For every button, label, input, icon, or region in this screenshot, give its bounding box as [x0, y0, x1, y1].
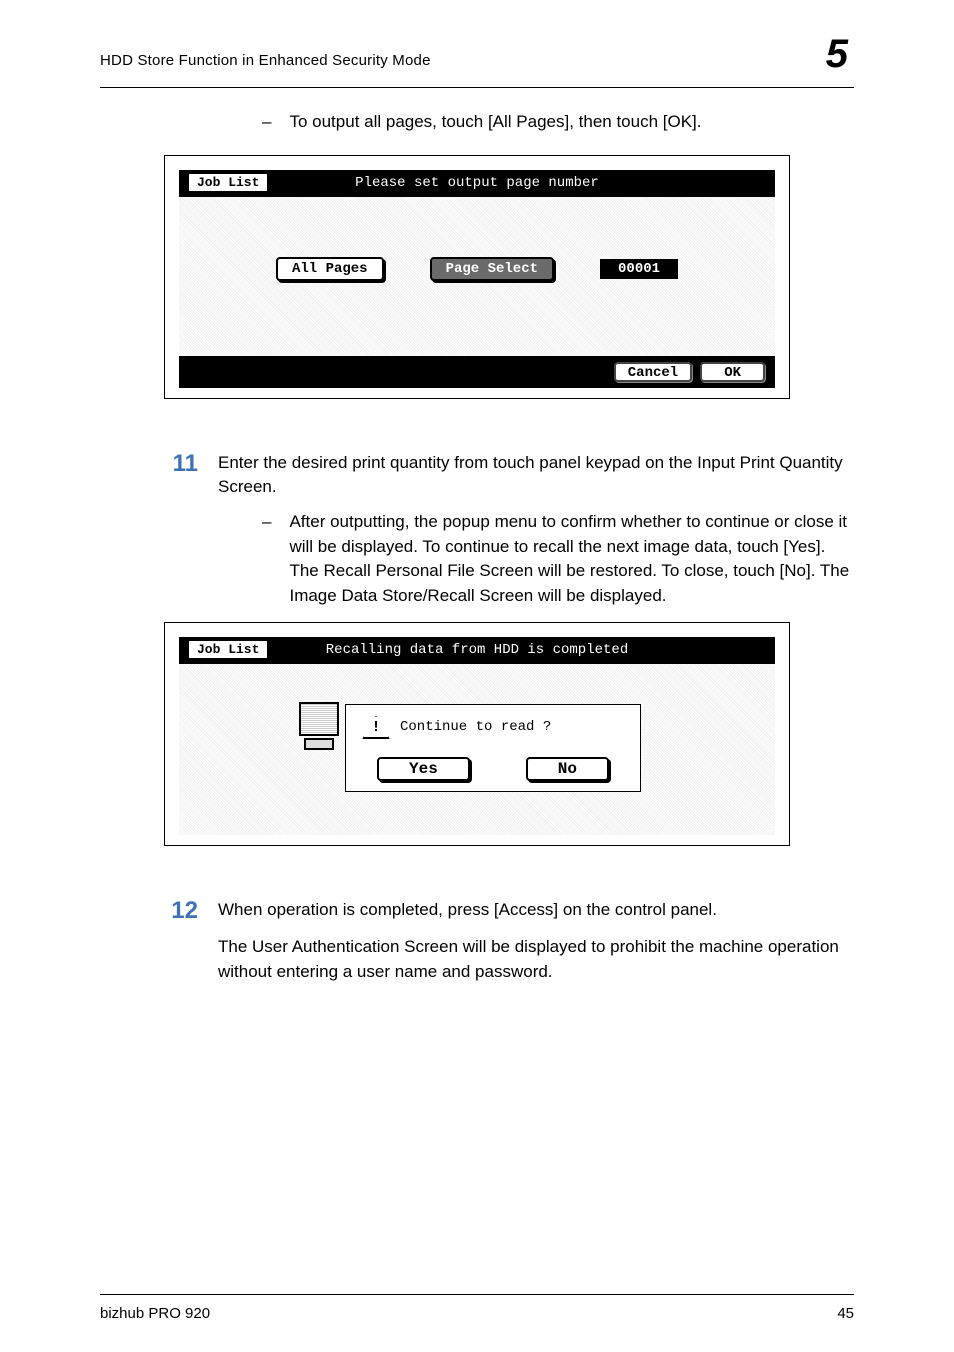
screenshot-1-frame: Job List Please set output page number A… — [164, 155, 790, 399]
panel1-footer: Cancel OK — [179, 356, 775, 388]
screenshot-2-frame: Job List Recalling data from HDD is comp… — [164, 622, 790, 846]
yes-button[interactable]: Yes — [377, 757, 470, 781]
all-pages-button[interactable]: All Pages — [276, 257, 384, 281]
dash-bullet: – — [262, 510, 271, 609]
panel2-body: Continue to read ? Yes No — [179, 663, 775, 835]
page-select-button[interactable]: Page Select — [430, 257, 554, 281]
step-11-sub: After outputting, the popup menu to conf… — [289, 510, 854, 609]
no-button[interactable]: No — [526, 757, 609, 781]
continue-dialog: Continue to read ? Yes No — [345, 704, 641, 792]
step-11-text: Enter the desired print quantity from to… — [218, 451, 854, 500]
joblist-tab[interactable]: Job List — [187, 172, 269, 193]
header-rule — [100, 87, 854, 88]
panel2-titlebar: Job List Recalling data from HDD is comp… — [179, 637, 775, 663]
step-12-number: 12 — [100, 898, 198, 924]
warning-icon — [362, 715, 390, 739]
monitor-icon — [299, 702, 343, 756]
chapter-number: 5 — [826, 32, 848, 77]
intro-instruction: To output all pages, touch [All Pages], … — [289, 110, 701, 135]
footer-page-number: 45 — [837, 1305, 854, 1322]
joblist-tab[interactable]: Job List — [187, 639, 269, 660]
dash-bullet: – — [262, 110, 271, 135]
page-counter: 00001 — [600, 259, 678, 279]
panel1-title: Please set output page number — [355, 175, 599, 191]
ok-button[interactable]: OK — [700, 362, 765, 382]
step-11-number: 11 — [100, 451, 198, 500]
step-12-body: The User Authentication Screen will be d… — [218, 935, 854, 984]
step-12-text: When operation is completed, press [Acce… — [218, 898, 854, 924]
panel1-body: All Pages Page Select 00001 — [179, 196, 775, 356]
footer-left: bizhub PRO 920 — [100, 1305, 210, 1322]
panel2-title: Recalling data from HDD is completed — [326, 642, 628, 658]
panel1-titlebar: Job List Please set output page number — [179, 170, 775, 196]
continue-question: Continue to read ? — [400, 719, 551, 735]
cancel-button[interactable]: Cancel — [614, 362, 692, 382]
page-header-title: HDD Store Function in Enhanced Security … — [100, 52, 431, 69]
